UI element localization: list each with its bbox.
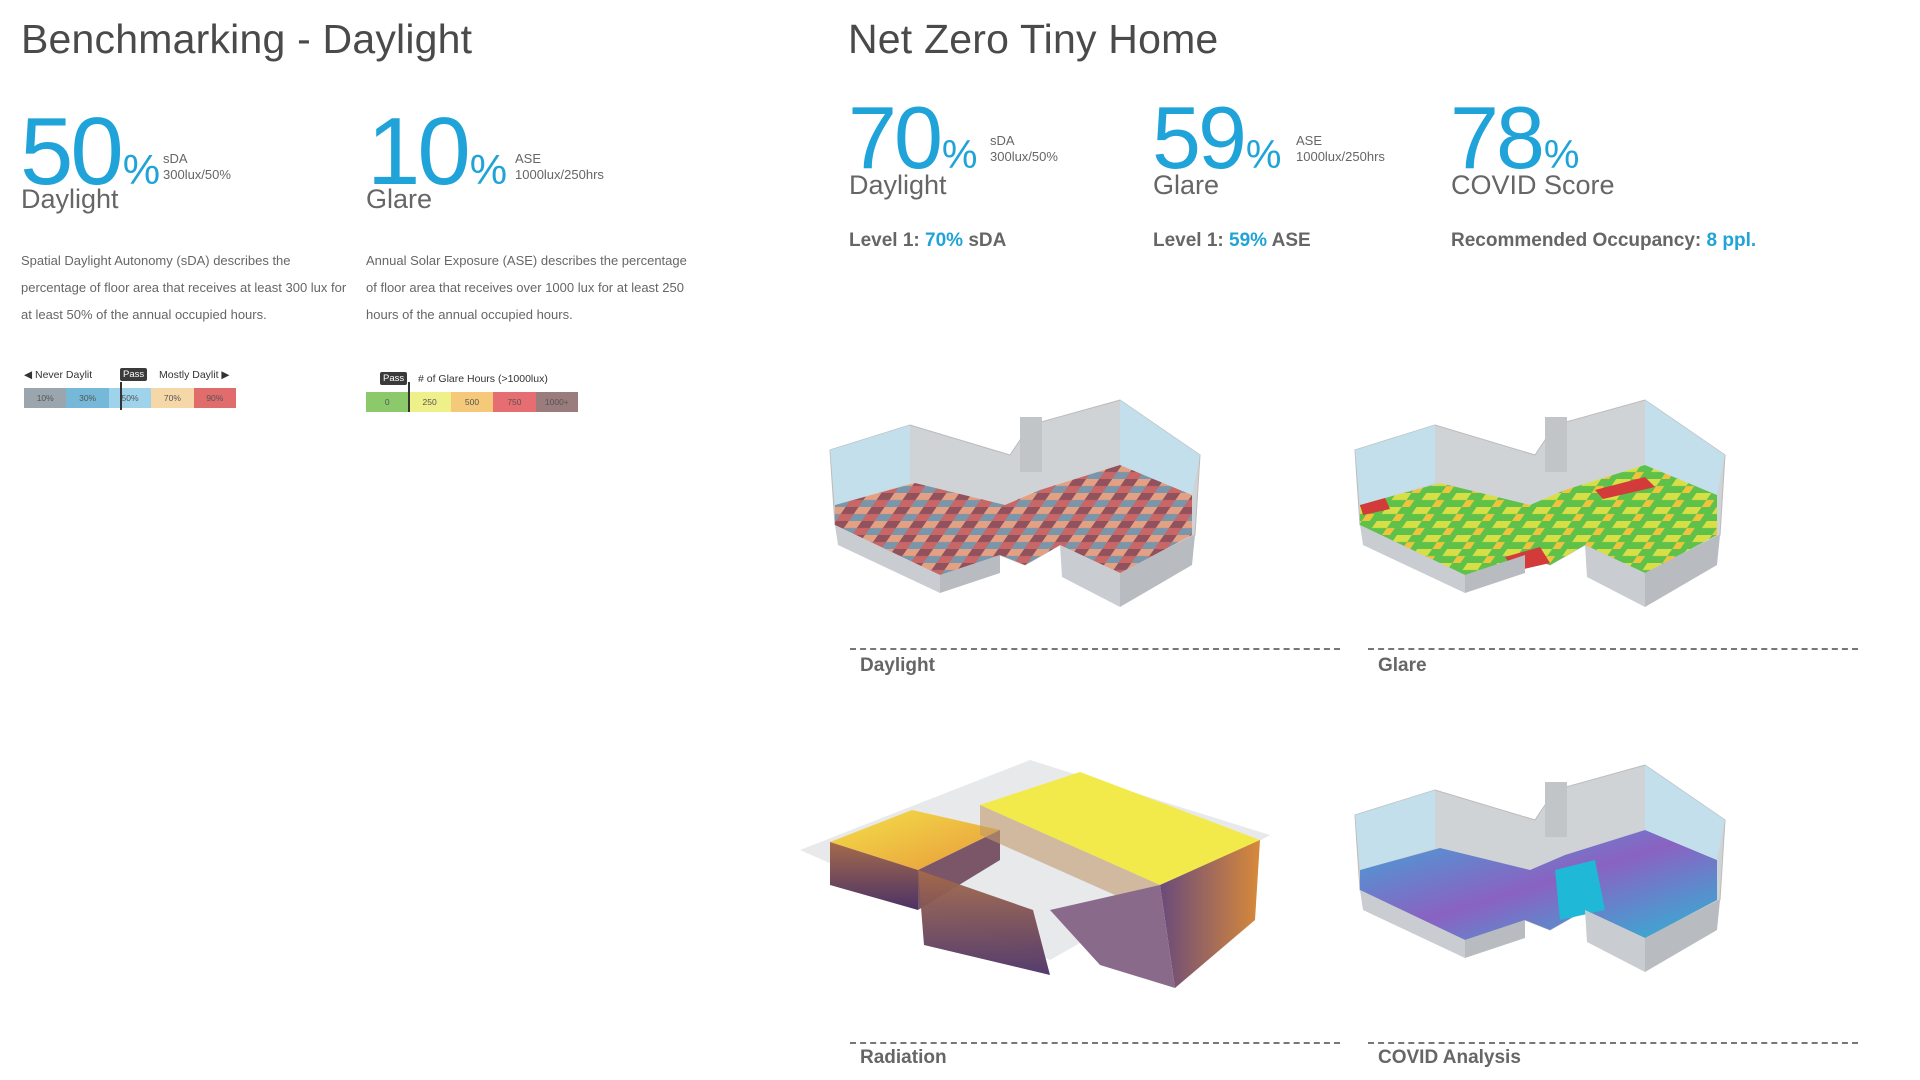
radiation-divider (850, 1042, 1340, 1044)
ase-description: Annual Solar Exposure (ASE) describes th… (366, 253, 687, 322)
covid-divider (1368, 1042, 1858, 1044)
radiation-model-image (800, 760, 1270, 988)
glare-model-image (1354, 399, 1726, 607)
daylight-level: Level 1: 70% sDA (849, 230, 1007, 251)
sda-legend: ◀ Never Daylit Pass Mostly Daylit ▶ 10% … (24, 368, 237, 410)
pass-marker (408, 382, 410, 412)
covid-score-value: 78% (1450, 88, 1580, 187)
pass-marker (120, 382, 122, 410)
glare-score-unit: ASE 1000lux/250hrs (1296, 133, 1385, 164)
daylight-score-name: Daylight (849, 170, 947, 200)
legend-cell: 1000+ (535, 392, 579, 412)
daylight-score-value: 70% (848, 88, 978, 187)
daylight-score-unit: sDA 300lux/50% (990, 133, 1058, 164)
legend-cell: 250 (408, 392, 451, 412)
ase-legend: Pass # of Glare Hours (>1000lux) 0 250 5… (366, 372, 579, 412)
daylight-divider (850, 648, 1340, 650)
right-title: Net Zero Tiny Home (848, 16, 1219, 62)
glare-level: Level 1: 59% ASE (1153, 230, 1311, 251)
legend-glare-title: # of Glare Hours (>1000lux) (418, 373, 548, 385)
legend-cell: 0 (366, 392, 409, 412)
sda-color-bar: 10% 30% 50% 70% 90% (24, 382, 237, 410)
ase-color-bar: 0 250 500 750 1000+ (366, 382, 579, 412)
legend-never-daylit: ◀ Never Daylit (24, 369, 93, 381)
sda-unit: sDA 300lux/50% (163, 151, 231, 182)
legend-cell: 500 (450, 392, 494, 412)
ase-value: 10% (367, 98, 508, 205)
covid-caption: COVID Analysis (1378, 1047, 1521, 1068)
legend-mostly-daylit: Mostly Daylit ▶ (159, 369, 230, 381)
sda-name: Daylight (21, 184, 119, 214)
legend-cell: 750 (493, 392, 536, 412)
legend-cell: 10% (24, 388, 67, 408)
legend-cell: 70% (151, 388, 194, 408)
legend-cell: 50% (108, 388, 152, 408)
covid-score-name: COVID Score (1451, 170, 1615, 200)
legend-cell: 90% (193, 388, 237, 408)
daylight-model-image (829, 399, 1201, 607)
ase-unit: ASE 1000lux/250hrs (515, 151, 604, 182)
radiation-caption: Radiation (860, 1047, 947, 1068)
glare-score-value: 59% (1152, 88, 1282, 187)
legend-pass-tag: Pass (380, 372, 408, 385)
legend-pass-tag: Pass (120, 368, 148, 381)
sda-description: Spatial Daylight Autonomy (sDA) describe… (21, 253, 347, 322)
glare-divider (1368, 648, 1858, 650)
glare-caption: Glare (1378, 655, 1427, 676)
covid-level: Recommended Occupancy: 8 ppl. (1451, 230, 1757, 251)
ase-name: Glare (366, 184, 433, 214)
glare-score-name: Glare (1153, 170, 1220, 200)
left-title: Benchmarking - Daylight (21, 16, 473, 62)
daylight-caption: Daylight (860, 655, 935, 676)
covid-model-image (1354, 764, 1726, 972)
sda-value: 50% (20, 98, 161, 205)
legend-cell: 30% (66, 388, 109, 408)
